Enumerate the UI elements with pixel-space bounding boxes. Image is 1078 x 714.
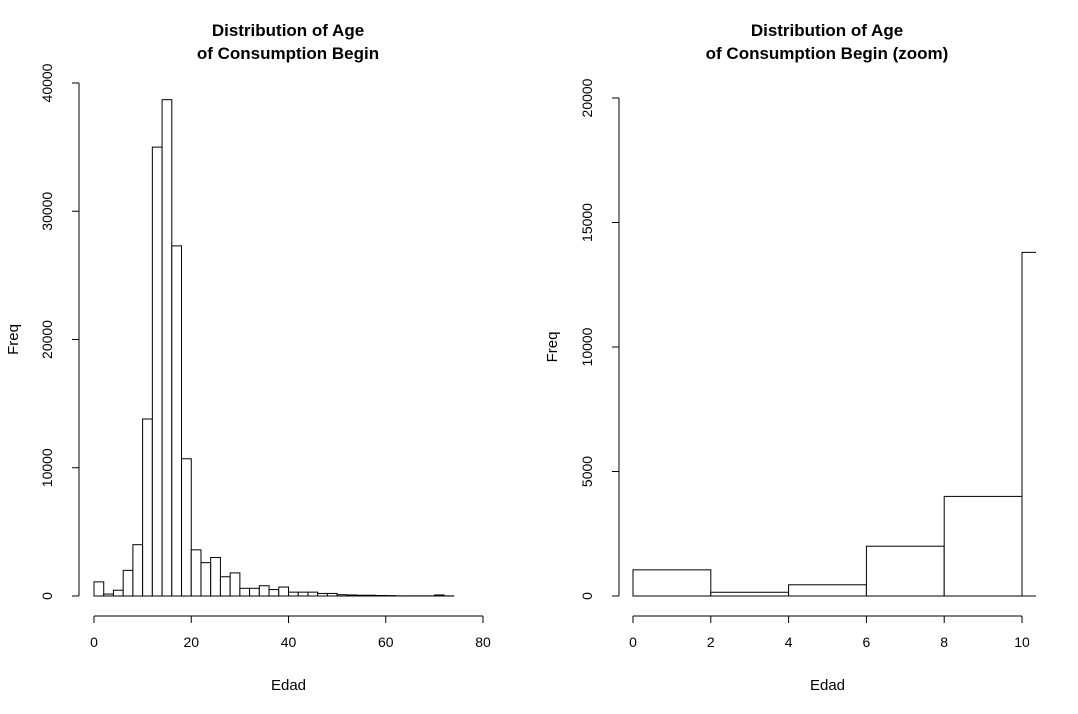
histogram-bar (181, 458, 192, 597)
y-axis-label: Freq (544, 332, 561, 363)
x-tick-label: 4 (785, 634, 793, 650)
histogram-bar (433, 594, 445, 597)
histogram-bar (210, 557, 221, 597)
y-tick-label: 0 (39, 592, 55, 600)
y-tick-label: 30000 (39, 192, 55, 231)
histogram-bar (151, 146, 163, 597)
x-tick-label: 6 (863, 634, 871, 650)
y-tick-label: 20000 (39, 320, 55, 359)
histogram-bar (865, 545, 945, 597)
y-tick-label: 15000 (579, 203, 595, 242)
x-tick-label: 10 (1014, 634, 1030, 650)
histogram-bar (356, 594, 367, 597)
y-tick-label: 40000 (39, 63, 55, 102)
y-axis-label: Freq (5, 324, 22, 355)
x-tick-label: 0 (629, 634, 637, 650)
histogram-bar (297, 591, 309, 597)
histogram-bar (788, 584, 867, 597)
histogram-bar (307, 591, 319, 597)
histogram-bar (346, 594, 358, 597)
x-tick-label: 8 (940, 634, 948, 650)
x-axis-label: Edad (271, 677, 306, 694)
x-tick-label: 0 (90, 634, 98, 650)
histogram-panel-full: Distribution of Age of Consumption Begin 0… (5, 21, 491, 694)
histogram-bar (93, 581, 105, 597)
y-tick-label: 5000 (579, 456, 595, 487)
chart-title-line: Distribution of Age (212, 21, 364, 40)
histogram-bar (710, 591, 790, 597)
bars-group (632, 251, 1036, 597)
histogram-bar (239, 587, 251, 597)
histogram-bar (200, 562, 212, 597)
histogram-bar (142, 418, 153, 597)
x-tick-label: 20 (183, 634, 199, 650)
histogram-bar (122, 569, 134, 597)
histogram-bar (288, 591, 299, 597)
histogram-bar (943, 495, 1023, 597)
histogram-bar (112, 589, 124, 597)
histogram-bar (326, 592, 338, 597)
chart-title-line: of Consumption Begin (zoom) (706, 44, 949, 63)
histogram-bar (375, 594, 387, 597)
histogram-bar (258, 585, 270, 597)
y-tick-label: 0 (579, 592, 595, 600)
histogram-bar (171, 245, 183, 597)
histogram-bar (336, 594, 348, 597)
histogram-bar (1021, 251, 1036, 597)
histogram-bar (268, 589, 280, 597)
y-tick-label: 10000 (39, 448, 55, 487)
x-tick-label: 60 (378, 634, 394, 650)
histogram-bar (219, 576, 231, 597)
histogram-bar (317, 592, 328, 597)
histogram-bar (103, 593, 114, 597)
x-tick-label: 2 (707, 634, 715, 650)
histogram-bar (278, 586, 289, 597)
x-tick-label: 80 (475, 634, 491, 650)
x-tick-label: 40 (281, 634, 297, 650)
histogram-bar (632, 569, 712, 597)
histogram-bar (249, 587, 260, 597)
histogram-bar (161, 99, 173, 597)
y-tick-label: 20000 (579, 78, 595, 117)
chart-title-line: of Consumption Begin (197, 44, 379, 63)
histogram-bar (365, 594, 377, 597)
histogram-bar (190, 549, 202, 597)
chart-title-line: Distribution of Age (751, 21, 903, 40)
x-axis-label: Edad (810, 677, 845, 694)
histogram-bar (132, 544, 144, 597)
histogram-bar (229, 572, 241, 597)
histogram-panel-zoom: Distribution of Age of Consumption Begin … (544, 21, 1036, 694)
y-tick-label: 10000 (579, 327, 595, 366)
